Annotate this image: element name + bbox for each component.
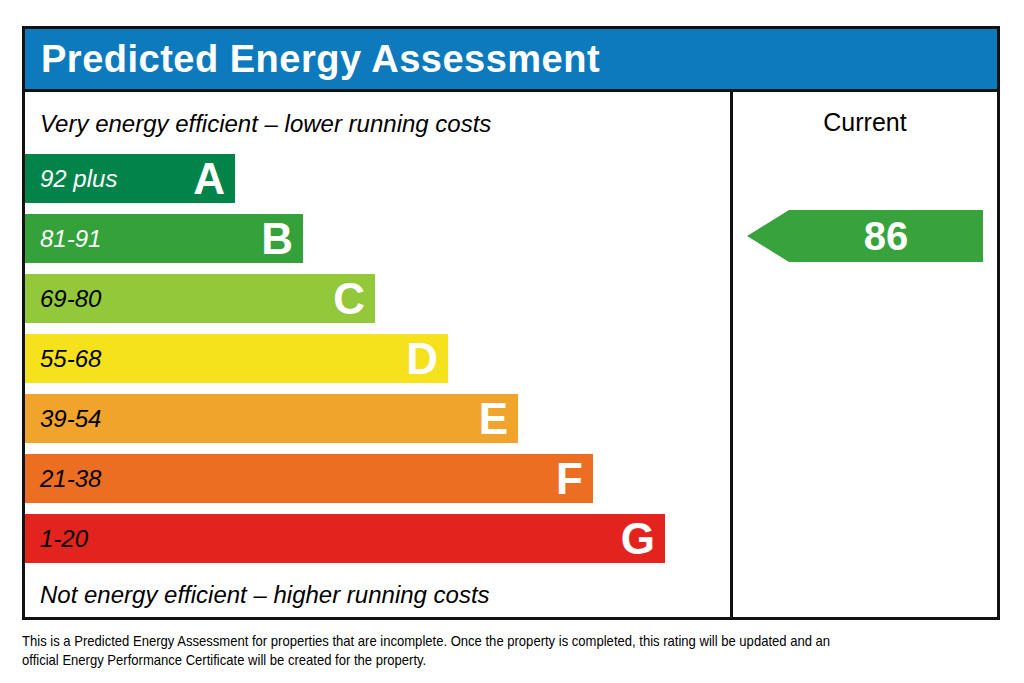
band-range: 55-68: [40, 345, 101, 373]
rating-bands: 92 plus A 81-91 B 69-80 C 55-68 D: [25, 154, 730, 563]
band-range: 39-54: [40, 405, 101, 433]
current-rating-value: 86: [864, 214, 909, 259]
chart-content: Very energy efficient – lower running co…: [25, 92, 997, 617]
page-title: Predicted Energy Assessment: [41, 38, 600, 81]
band-range: 69-80: [40, 285, 101, 313]
current-column: Current 86: [730, 92, 997, 617]
current-column-header: Current: [733, 108, 997, 137]
band-letter: D: [406, 334, 438, 383]
title-bar: Predicted Energy Assessment: [25, 29, 997, 92]
band-letter: B: [261, 214, 293, 263]
footer-line-2: official Energy Performance Certificate …: [22, 651, 830, 670]
band-row-c: 69-80 C: [25, 274, 375, 323]
band-letter: C: [333, 274, 365, 323]
footer-line-1: This is a Predicted Energy Assessment fo…: [22, 632, 830, 651]
current-rating-arrow: 86: [747, 210, 983, 262]
band-letter: F: [556, 454, 583, 503]
band-letter: G: [621, 514, 655, 563]
band-row-a: 92 plus A: [25, 154, 235, 203]
band-row-b: 81-91 B: [25, 214, 303, 263]
rating-scale-area: Very energy efficient – lower running co…: [25, 92, 730, 617]
epc-chart: Predicted Energy Assessment Very energy …: [22, 26, 1000, 620]
footer-note: This is a Predicted Energy Assessment fo…: [22, 632, 951, 670]
arrow-left-point-icon: [747, 210, 789, 262]
band-range: 92 plus: [40, 165, 117, 193]
bottom-caption: Not energy efficient – higher running co…: [25, 581, 730, 611]
band-row-e: 39-54 E: [25, 394, 518, 443]
band-letter: A: [193, 154, 225, 203]
arrow-body: 86: [789, 210, 983, 262]
band-range: 21-38: [40, 465, 101, 493]
band-range: 81-91: [40, 225, 101, 253]
band-letter: E: [479, 394, 508, 443]
top-caption: Very energy efficient – lower running co…: [25, 110, 730, 140]
band-row-d: 55-68 D: [25, 334, 448, 383]
band-range: 1-20: [40, 525, 88, 553]
band-row-g: 1-20 G: [25, 514, 665, 563]
band-row-f: 21-38 F: [25, 454, 593, 503]
page: Predicted Energy Assessment Very energy …: [0, 0, 1024, 683]
